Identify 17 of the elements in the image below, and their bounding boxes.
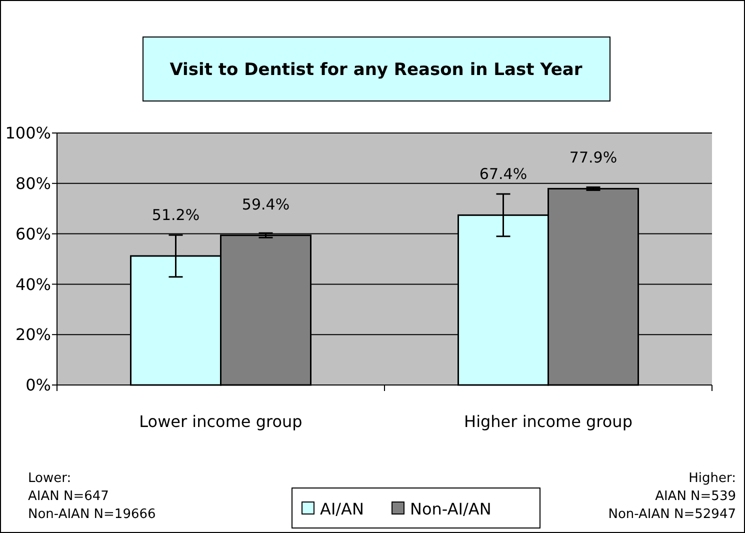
data-label: 67.4% <box>479 164 528 183</box>
x-tick-label: Higher income group <box>464 412 632 431</box>
data-label: 59.4% <box>242 195 290 214</box>
legend-label: AI/AN <box>320 500 364 519</box>
y-tick-label: 0% <box>26 376 51 395</box>
legend-label: Non-AI/AN <box>410 500 492 519</box>
data-label: 51.2% <box>152 206 200 224</box>
x-tick-label: Lower income group <box>139 412 302 431</box>
y-tick-label: 20% <box>15 325 51 344</box>
y-tick-label: 80% <box>15 174 51 193</box>
chart-title: Visit to Dentist for any Reason in Last Year <box>170 60 583 80</box>
y-tick-label: 60% <box>15 224 51 244</box>
text: Higher: AIAN N=539 Non-AIAN N=52947 <box>608 471 736 522</box>
data-label: 77.9% <box>569 148 618 167</box>
y-tick-label: 40% <box>15 274 51 294</box>
text: Lower: AIAN N=647 Non-AIAN N=19666 <box>28 471 156 522</box>
y-tick-label: 100% <box>5 124 51 143</box>
